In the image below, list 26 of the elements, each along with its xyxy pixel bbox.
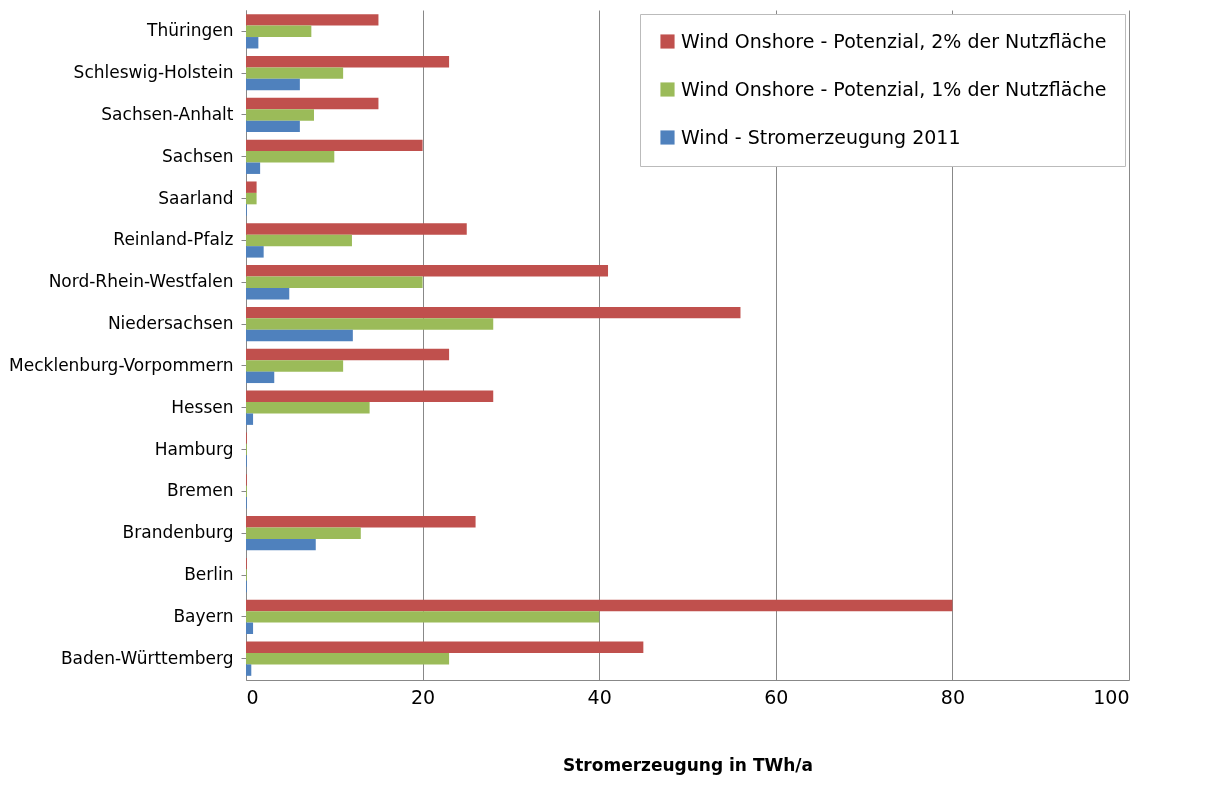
legend-label: Wind - Stromerzeugung 2011	[681, 125, 961, 148]
y-tick-label: Hessen	[171, 396, 234, 417]
x-tick-label: 40	[587, 685, 612, 708]
y-tick-label: Reinland-Pfalz	[113, 229, 234, 250]
x-tick-label: 20	[411, 685, 436, 708]
y-tick-label: Mecklenburg-Vorpommern	[9, 354, 234, 375]
x-tick-label: 80	[940, 685, 965, 708]
x-axis-title: Stromerzeugung in TWh/a	[562, 754, 814, 775]
legend-label: Wind Onshore - Potenzial, 1% der Nutzfläche	[681, 77, 1107, 100]
y-tick-label: Saarland	[158, 187, 234, 208]
y-tick-label: Brandenburg	[122, 522, 234, 543]
y-tick-label: Berlin	[184, 564, 234, 585]
x-tick-label: 100	[1093, 685, 1130, 708]
y-tick-label: Bremen	[166, 480, 234, 501]
y-tick-label: Hamburg	[154, 438, 234, 459]
y-tick-label: Thüringen	[146, 20, 234, 41]
y-tick-label: Niedersachsen	[107, 313, 234, 334]
y-tick-label: Schleswig-Holstein	[73, 62, 234, 83]
y-tick-label: Bayern	[173, 605, 234, 626]
y-tick-label: Baden-Württemberg	[60, 647, 234, 668]
y-tick-label: Sachsen	[162, 145, 234, 166]
x-tick-label: 0	[246, 685, 259, 708]
legend-label: Wind Onshore - Potenzial, 2% der Nutzfläche	[681, 29, 1107, 52]
y-tick-label: Nord-Rhein-Westfalen	[48, 271, 234, 292]
y-tick-label: Sachsen-Anhalt	[101, 103, 234, 124]
x-tick-label: 60	[764, 685, 789, 708]
